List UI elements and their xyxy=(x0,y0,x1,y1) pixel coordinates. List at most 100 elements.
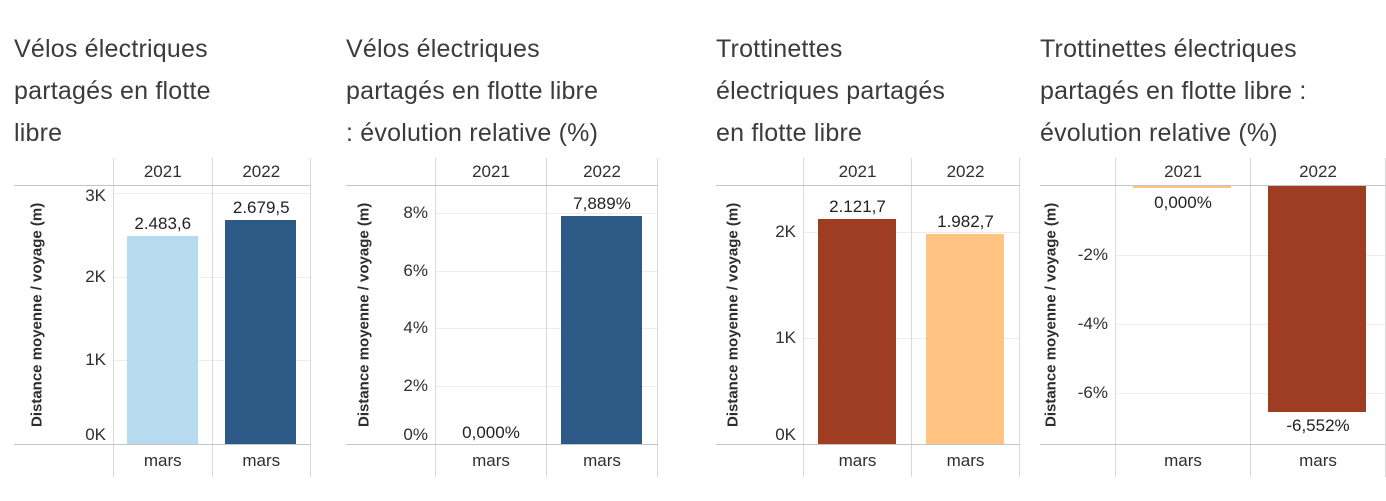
y-axis: Distance moyenne / voyage (m) 0K 1K 2K xyxy=(716,186,803,444)
y-axis-tick: 8% xyxy=(403,202,428,222)
gridline xyxy=(436,213,658,214)
year-header-row: 2021 2022 xyxy=(1040,158,1386,185)
plot-columns: 2.121,7 1.982,7 xyxy=(803,186,1020,444)
y-axis-title: Distance moyenne / voyage (m) xyxy=(1042,202,1060,428)
plot-columns: 0,000% -6,552% xyxy=(1115,186,1386,444)
axis-spacer xyxy=(14,158,113,185)
y-axis-ticks: 0K 1K 2K xyxy=(750,186,796,444)
bar-2021[interactable] xyxy=(1133,186,1232,188)
plot-columns: 2.483,6 2.679,5 xyxy=(113,186,311,444)
chart-panel-velos-flotte-libre: Vélos électriques partagés en flotte lib… xyxy=(14,28,311,477)
bar-value-label: 2.483,6 xyxy=(134,214,192,234)
column-header-2021: 2021 xyxy=(113,158,212,185)
chart-title: Trottinettes électriques partagés en flo… xyxy=(1040,35,1307,147)
year-header-row: 2021 2022 xyxy=(346,158,658,185)
year-header-row: 2021 2022 xyxy=(14,158,311,185)
bar-2022[interactable] xyxy=(925,233,1005,444)
axis-spacer xyxy=(346,158,435,185)
axis-spacer xyxy=(1040,445,1115,477)
column-header-2021: 2021 xyxy=(435,158,546,185)
gridline xyxy=(114,193,311,194)
bar-value-label: -6,552% xyxy=(1286,415,1350,435)
gridline xyxy=(1116,255,1386,256)
plot-column-2022: 1.982,7 xyxy=(911,186,1020,444)
y-axis-title: Distance moyenne / voyage (m) xyxy=(724,202,742,428)
x-axis-label-2021: mars xyxy=(113,445,212,477)
bar-value-label: 2.121,7 xyxy=(829,196,886,216)
plot-column-2022: 2.679,5 xyxy=(211,186,311,444)
plot-area: Distance moyenne / voyage (m) 0K 1K 2K 2.121… xyxy=(716,185,1020,445)
y-axis-tick: -6% xyxy=(1077,382,1108,402)
chart-title: Trottinettes électriques partagés en flo… xyxy=(716,35,946,147)
y-axis-tick: 0K xyxy=(775,425,796,444)
bar-value-label: 7,889% xyxy=(573,194,631,214)
plot-area: Distance moyenne / voyage (m) 0% 2% 4% 6% 8% 0… xyxy=(346,185,658,445)
column-header-2021: 2021 xyxy=(803,158,911,185)
x-axis-label-2022: mars xyxy=(1250,445,1386,477)
y-axis-tick: 1K xyxy=(85,350,106,370)
plot-column-2021: 2.483,6 xyxy=(113,186,212,444)
gridline xyxy=(436,328,658,329)
bar-value-label: 0,000% xyxy=(462,423,520,442)
axis-spacer xyxy=(14,445,113,477)
y-axis-tick: 3K xyxy=(85,186,106,205)
gridline xyxy=(804,338,1020,339)
x-axis-label-2021: mars xyxy=(803,445,911,477)
y-axis-tick: -2% xyxy=(1077,244,1108,264)
y-axis: Distance moyenne / voyage (m) 0% 2% 4% 6% 8% xyxy=(346,186,435,444)
plot-column-2021: 0,000% xyxy=(1115,186,1250,444)
x-header-row: mars mars xyxy=(346,445,658,477)
y-axis-title: Distance moyenne / voyage (m) xyxy=(28,202,46,428)
x-axis-label-2022: mars xyxy=(546,445,658,477)
column-header-2022: 2022 xyxy=(211,158,311,185)
gridline xyxy=(436,386,658,387)
gridline xyxy=(436,271,658,272)
axis-spacer xyxy=(716,158,803,185)
gridline xyxy=(1116,324,1386,325)
y-axis-tick: -4% xyxy=(1077,313,1108,333)
y-axis: Distance moyenne / voyage (m) -2% -4% -6% xyxy=(1040,186,1115,444)
chart-title: Vélos électriques partagés en flotte lib… xyxy=(346,35,599,147)
bar-2022[interactable] xyxy=(225,219,297,444)
chart-panel-trottinettes-evolution-relative: Trottinettes électriques partagés en flo… xyxy=(1040,28,1386,477)
chart-panel-velos-evolution-relative: Vélos électriques partagés en flotte lib… xyxy=(346,28,658,477)
plot-column-2021: 2.121,7 xyxy=(803,186,911,444)
bar-2022[interactable] xyxy=(1268,186,1367,412)
axis-spacer xyxy=(1040,158,1115,185)
y-axis-ticks: 0% 2% 4% 6% 8% xyxy=(382,186,428,444)
plot-area: Distance moyenne / voyage (m) 0K 1K 2K 3K 2.4… xyxy=(14,185,311,445)
axis-spacer xyxy=(716,445,803,477)
year-header-row: 2021 2022 xyxy=(716,158,1020,185)
column-header-2022: 2022 xyxy=(911,158,1020,185)
bar-value-label: 0,000% xyxy=(1154,193,1212,212)
dashboard: Vélos électriques partagés en flotte lib… xyxy=(14,28,1386,477)
y-axis-tick: 2% xyxy=(403,376,428,396)
y-axis-tick: 2K xyxy=(85,266,106,286)
y-axis-tick: 1K xyxy=(775,327,796,347)
y-axis-tick: 6% xyxy=(403,260,428,280)
column-header-2022: 2022 xyxy=(1250,158,1386,185)
y-axis-title: Distance moyenne / voyage (m) xyxy=(355,202,373,428)
y-axis: Distance moyenne / voyage (m) 0K 1K 2K 3K xyxy=(14,186,113,444)
bar-value-label: 2.679,5 xyxy=(232,197,290,217)
x-header-row: mars mars xyxy=(716,445,1020,477)
gridline xyxy=(804,232,1020,233)
x-axis-label-2022: mars xyxy=(911,445,1020,477)
y-axis-tick: 2K xyxy=(775,221,796,241)
bar-2021[interactable] xyxy=(817,218,897,444)
x-axis-label-2021: mars xyxy=(435,445,546,477)
bar-2021[interactable] xyxy=(126,236,198,444)
axis-spacer xyxy=(346,445,435,477)
x-axis-label-2022: mars xyxy=(211,445,311,477)
y-axis-tick: 0% xyxy=(403,425,428,444)
x-header-row: mars mars xyxy=(14,445,311,477)
y-axis-ticks: -2% -4% -6% xyxy=(1062,186,1108,444)
plot-column-2021: 0,000% xyxy=(435,186,546,444)
plot-columns: 0,000% 7,889% xyxy=(435,186,658,444)
chart-panel-trottinettes-flotte-libre: Trottinettes électriques partagés en flo… xyxy=(716,28,1020,477)
plot-column-2022: 7,889% xyxy=(546,186,658,444)
gridline xyxy=(114,360,311,361)
bar-2022[interactable] xyxy=(561,216,642,444)
x-axis-label-2021: mars xyxy=(1115,445,1250,477)
chart-title: Vélos électriques partagés en flotte lib… xyxy=(14,35,211,147)
